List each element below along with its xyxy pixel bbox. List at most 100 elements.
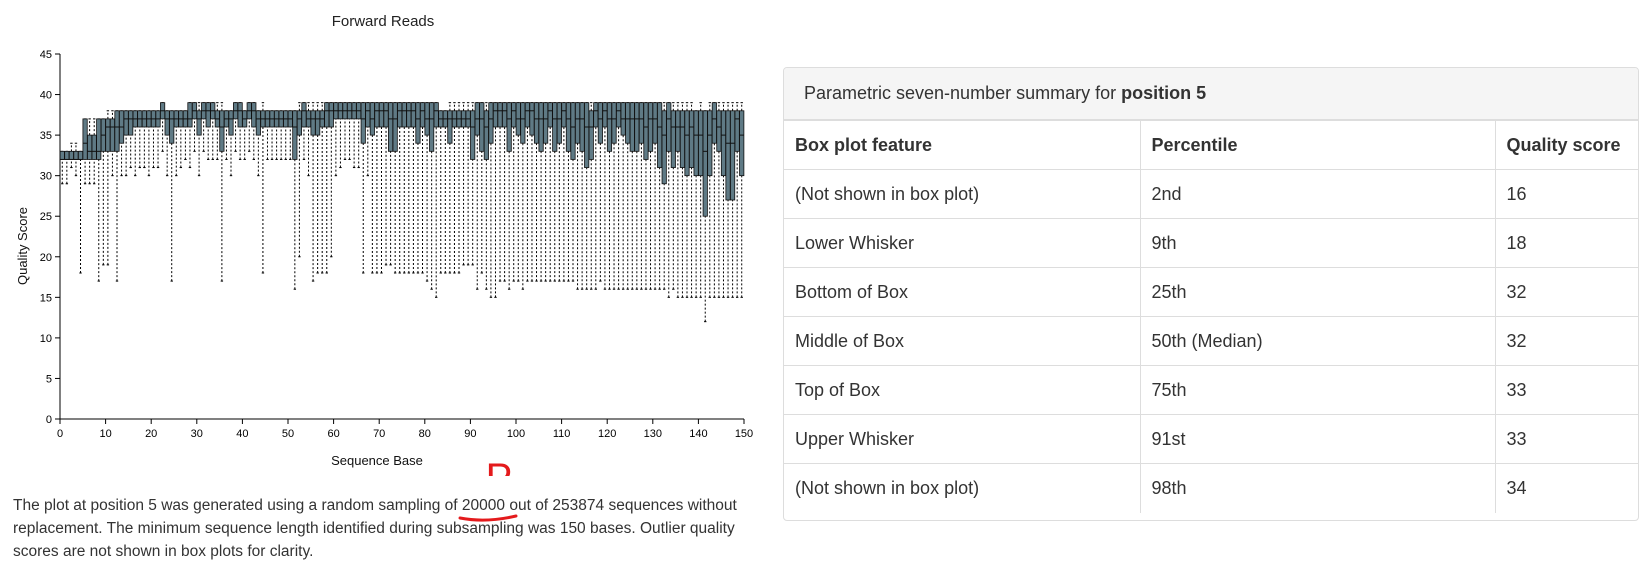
box-110: [556, 102, 562, 282]
y-tick-label: 10: [40, 333, 52, 345]
box-44: [255, 110, 261, 177]
chart-title: Forward Reads: [332, 13, 435, 30]
box-body: [114, 110, 120, 152]
box-36: [219, 102, 225, 282]
box-24: [164, 110, 170, 177]
box-10: [100, 118, 106, 266]
box-12: [109, 110, 116, 177]
x-tick-label: 50: [282, 428, 294, 440]
table-header-row: Box plot feature Percentile Quality scor…: [784, 120, 1638, 170]
box-14: [118, 110, 125, 177]
x-tick-label: 120: [598, 428, 616, 440]
box-100: [511, 102, 517, 282]
box-139: [688, 102, 695, 298]
box-42: [246, 102, 252, 152]
box-101: [515, 102, 521, 282]
box-body: [570, 102, 576, 160]
box-body: [734, 110, 740, 152]
box-body: [123, 110, 129, 136]
box-98: [502, 102, 508, 282]
box-95: [488, 102, 494, 298]
box-145: [716, 102, 722, 298]
box-68: [365, 102, 371, 177]
box-body: [652, 102, 658, 144]
box-69: [369, 102, 375, 274]
box-body: [492, 102, 499, 128]
box-148: [730, 102, 736, 298]
box-56: [310, 102, 316, 282]
box-body: [588, 110, 594, 160]
box-125: [625, 102, 631, 290]
box-38: [228, 110, 234, 177]
box-body: [392, 102, 398, 152]
y-tick-label: 5: [46, 373, 52, 385]
box-70: [374, 102, 380, 274]
box-120: [602, 102, 608, 290]
percentile-cell: 75th: [1139, 365, 1496, 415]
box-7: [87, 118, 93, 185]
box-body: [470, 110, 476, 160]
box-71: [378, 102, 385, 274]
box-body: [565, 102, 572, 152]
box-118: [593, 102, 599, 290]
box-50: [283, 110, 289, 160]
box-41: [242, 110, 248, 160]
x-tick-label: 150: [735, 428, 753, 440]
y-tick-label: 45: [40, 49, 52, 61]
box-132: [657, 102, 663, 290]
box-143: [707, 102, 713, 298]
box-111: [561, 102, 567, 282]
box-body: [128, 110, 134, 136]
box-22: [155, 110, 161, 169]
box-body: [292, 110, 298, 160]
feature-cell: Lower Whisker: [784, 218, 1141, 268]
box-body: [401, 102, 407, 128]
caption-highlight: 20000: [458, 497, 518, 522]
box-body: [661, 110, 667, 185]
quality-box-plot: Forward Reads Quality Score Sequence Bas…: [15, 13, 753, 476]
box-89: [460, 102, 467, 266]
box-body: [547, 102, 553, 128]
box-53: [296, 102, 302, 258]
handwritten-annotation: P: [486, 456, 513, 476]
x-axis-label: Sequence Base: [331, 453, 423, 468]
box-87: [451, 102, 458, 274]
box-body: [105, 118, 111, 152]
box-body: [497, 102, 503, 128]
box-20: [146, 110, 152, 177]
score-cell: 33: [1494, 414, 1638, 464]
box-body: [301, 102, 307, 128]
box-body: [219, 110, 225, 152]
box-17: [132, 110, 138, 177]
box-8: [91, 118, 97, 185]
x-tick-label: 100: [507, 428, 525, 440]
box-140: [693, 110, 699, 298]
box-121: [606, 102, 613, 290]
box-39: [232, 102, 239, 152]
box-85: [442, 110, 448, 274]
box-body: [684, 110, 690, 177]
box-144: [711, 102, 717, 298]
box-142: [702, 110, 708, 323]
box-27: [178, 110, 184, 169]
box-93: [479, 102, 485, 274]
box-body: [725, 110, 731, 201]
box-30: [191, 102, 198, 152]
table-row: Upper Whisker 91st 33: [784, 414, 1638, 464]
y-tick-label: 40: [40, 90, 52, 102]
x-tick-label: 0: [57, 428, 63, 440]
box-23: [160, 102, 166, 152]
box-body: [707, 110, 713, 177]
box-11: [105, 110, 111, 266]
box-113: [570, 102, 576, 282]
box-105: [533, 102, 540, 282]
box-body: [584, 102, 590, 168]
box-4: [73, 142, 79, 177]
box-body: [205, 102, 211, 128]
box-body: [91, 134, 97, 160]
box-3: [68, 142, 74, 169]
box-body: [447, 110, 453, 144]
x-tick-label: 130: [644, 428, 662, 440]
x-tick-label: 20: [145, 428, 157, 440]
y-axis: 0 5 10 15 20 25 30 35 40 45: [40, 49, 61, 426]
